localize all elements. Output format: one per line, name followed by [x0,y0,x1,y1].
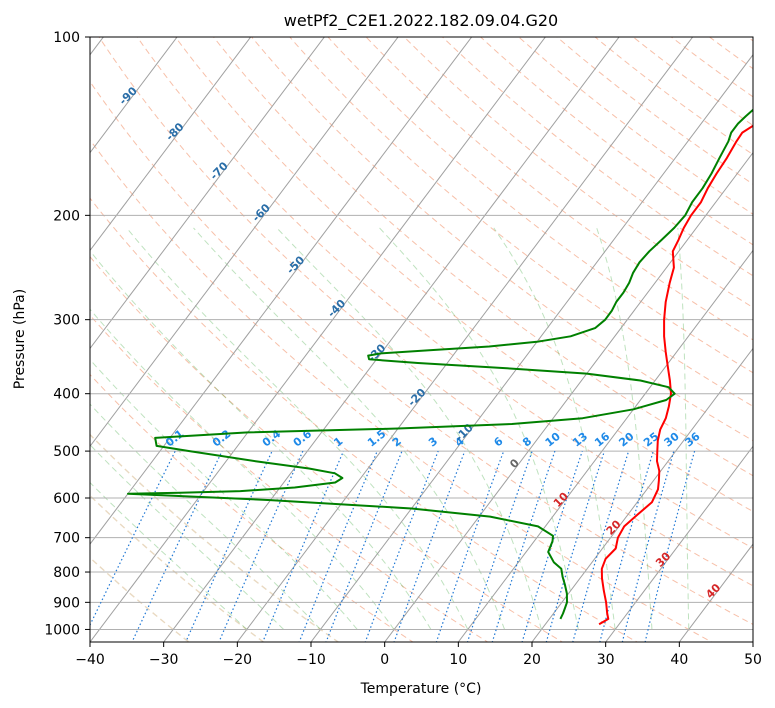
mixing-ratio-line [131,450,223,642]
moist-adiabat-line [193,227,506,630]
moist-adiabat-line [493,227,616,630]
y-tick-label: 900 [53,595,80,611]
x-tick-label: −20 [223,652,253,668]
grid [90,37,753,630]
moist-adiabat-line [90,403,321,630]
mixing-ratio-line [521,450,583,642]
x-tick-label: −40 [75,652,105,668]
isotherm-line [605,445,753,642]
x-tick-label: 30 [597,652,615,668]
dry-adiabat-line [403,37,753,309]
isotherm-line [310,53,753,642]
mixing-ratio-lines [90,450,696,642]
moist-adiabat-line [379,227,579,630]
chart-title: wetPf2_C2E1.2022.182.09.04.G20 [284,11,558,31]
mixing-ratio-line [599,450,654,642]
y-tick-label: 500 [53,444,80,460]
dry-adiabat-line [90,80,753,626]
isotherm-line [236,37,694,642]
moist-adiabat-line [90,444,284,630]
mixing-ratio-line [621,450,675,642]
mixing-ratio-line [572,450,630,642]
x-tick-label: 40 [670,652,688,668]
x-axis-title: Temperature (°C) [360,681,482,697]
mixing-ratio-line [262,450,345,642]
dry-adiabat-line [90,139,713,642]
mixing-ratio-line [644,450,696,642]
plot-area: 0.10.20.40.611.52346810131620253036-100-… [90,37,753,642]
sounding-series [127,108,753,626]
mixing-ratio-line [298,450,378,642]
dry-adiabat-line [594,37,753,156]
moist-adiabat-line [90,358,358,630]
mixing-ratio-line [364,450,439,642]
y-tick-label: 100 [53,30,80,46]
x-tick-label: 0 [380,652,389,668]
mixing-ratio-line [185,450,273,642]
plot-frame [89,36,754,643]
isotherm-line [678,543,753,642]
y-tick-label: 600 [53,491,80,507]
mixing-ratio-line [325,450,403,642]
dry-adiabat-line [136,37,753,549]
moist-adiabat-line [126,227,469,630]
isotherm-line [90,37,546,642]
y-tick-label: 700 [53,531,80,547]
dry-adiabat-line [479,37,753,246]
mixing-ratio-line [393,450,466,642]
axes: −40 −30 −20 −10 0 10 20 30 40 50 100 200 300 400 500 60… [44,30,762,668]
dry-adiabats [90,37,753,642]
isotherm-line [90,37,473,545]
dry-adiabat-line [365,37,753,341]
isotherm-line [384,151,753,642]
mixing-ratio-line [90,450,176,627]
dry-adiabat-line [90,255,564,642]
y-axis-title: Pressure (hPa) [12,289,28,389]
dewpoint-line [127,108,753,620]
isotherm-line [531,347,753,642]
mixing-ratio-line [545,450,605,642]
y-tick-label: 300 [53,313,80,329]
mixing-ratio-line [218,450,304,642]
dry-adiabat-line [90,433,340,642]
y-tick-label: 800 [53,565,80,581]
dry-adiabat-line [174,37,753,513]
moist-adiabat-line [90,250,432,630]
dry-adiabat-line [289,37,753,407]
isotherm-line [457,249,753,642]
x-tick-label: 20 [523,652,541,668]
isotherm-line [90,37,178,154]
skewed-isotherms [90,37,753,642]
x-tick-label: −10 [296,652,326,668]
y-tick-label: 200 [53,208,80,224]
isotherm-line [163,37,620,642]
dry-adiabat-line [327,37,753,374]
y-tick-label: 400 [53,387,80,403]
temperature-line [598,124,753,626]
isotherm-line [90,37,399,448]
dry-adiabat-line [556,37,753,185]
isotherm-line [90,37,252,252]
dry-adiabat-line [518,37,753,215]
dry-adiabat-line [441,37,753,277]
isotherm-line [90,37,325,350]
moist-adiabat-line [90,481,248,630]
dry-adiabat-line [90,373,414,642]
x-tick-label: −30 [149,652,179,668]
dry-adiabat-line [90,197,638,642]
x-tick-label: 50 [744,652,762,668]
y-tick-label: 1000 [44,622,80,638]
x-tick-label: 10 [449,652,467,668]
dry-adiabat-line [98,37,753,587]
